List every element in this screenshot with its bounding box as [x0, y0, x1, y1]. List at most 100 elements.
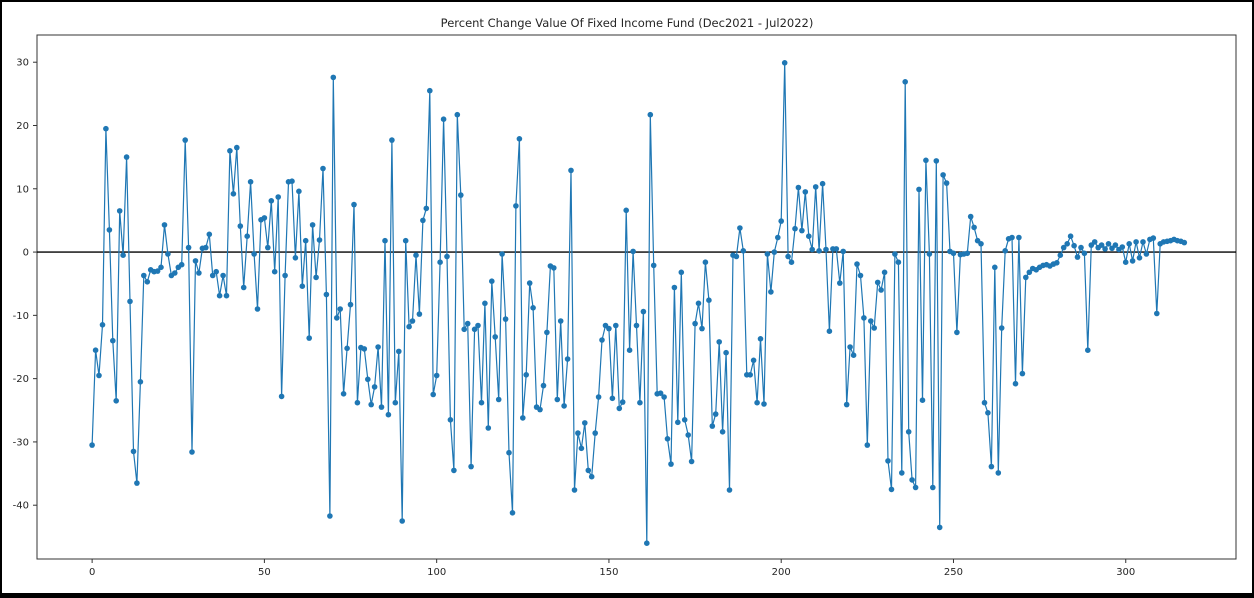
data-point: [985, 410, 991, 416]
data-point: [692, 320, 698, 327]
data-point: [420, 217, 426, 224]
data-point: [833, 246, 840, 252]
data-point: [1181, 239, 1188, 246]
data-point: [630, 248, 636, 255]
data-point: [334, 315, 340, 321]
data-point: [244, 233, 250, 239]
data-point: [843, 401, 850, 408]
data-point: [723, 349, 729, 356]
data-point: [271, 268, 278, 275]
data-point: [451, 467, 457, 474]
y-tick-label: 10: [16, 184, 29, 195]
data-point: [1133, 239, 1139, 245]
y-tick-label: 30: [16, 58, 29, 69]
data-point: [96, 372, 102, 379]
data-point: [240, 284, 247, 291]
data-point: [685, 432, 691, 438]
data-point: [619, 399, 626, 405]
data-point: [905, 429, 912, 435]
data-point: [578, 445, 585, 452]
data-point: [881, 269, 888, 276]
data-point: [113, 398, 119, 404]
x-tick-label: 250: [944, 567, 963, 578]
data-point: [613, 322, 619, 329]
data-point: [778, 218, 784, 224]
data-point: [247, 179, 254, 185]
data-point: [192, 258, 199, 264]
data-point: [161, 222, 168, 228]
data-point: [702, 259, 709, 266]
data-point: [416, 311, 423, 317]
data-point: [489, 278, 495, 285]
data-point: [633, 322, 640, 329]
data-point: [516, 136, 523, 142]
data-point: [299, 283, 306, 290]
data-point: [909, 477, 915, 483]
data-point: [478, 399, 485, 406]
data-point: [1067, 233, 1074, 239]
data-point: [747, 372, 753, 378]
data-point: [427, 87, 433, 94]
data-point: [861, 315, 867, 321]
data-point: [971, 224, 977, 231]
data-point: [123, 154, 130, 160]
data-point: [296, 188, 302, 195]
data-point: [816, 248, 822, 254]
data-point: [775, 234, 781, 241]
data-point: [178, 261, 185, 268]
data-point: [1060, 244, 1067, 251]
data-point: [1019, 370, 1026, 377]
data-point: [1057, 252, 1064, 258]
data-point: [471, 326, 478, 333]
data-point: [788, 259, 795, 266]
data-point: [916, 186, 922, 193]
data-line: [91, 62, 1185, 544]
data-point: [189, 449, 195, 455]
data-point: [251, 251, 257, 257]
data-point: [874, 279, 881, 286]
data-point: [575, 430, 581, 436]
data-point: [375, 344, 381, 350]
data-point: [588, 473, 595, 480]
data-point: [657, 390, 664, 397]
y-tick-label: 0: [23, 248, 29, 259]
data-point: [213, 268, 219, 275]
data-point: [595, 394, 602, 400]
data-point: [992, 264, 998, 271]
data-point: [1119, 244, 1126, 250]
data-point: [757, 336, 764, 342]
data-point: [823, 246, 829, 253]
data-point: [661, 394, 667, 400]
data-point: [871, 325, 877, 331]
data-point: [819, 180, 826, 187]
data-point: [768, 289, 774, 295]
data-point: [320, 165, 326, 172]
data-point: [1012, 380, 1019, 387]
data-point: [495, 396, 502, 403]
data-point: [1098, 242, 1105, 248]
data-point: [616, 405, 623, 412]
data-point: [806, 233, 812, 239]
data-point: [561, 403, 567, 409]
data-point: [154, 268, 161, 274]
data-point: [437, 259, 443, 266]
data-point: [840, 248, 846, 255]
data-point: [592, 430, 598, 436]
data-point: [141, 272, 147, 279]
data-point: [626, 347, 633, 354]
data-point: [137, 379, 144, 385]
data-point: [988, 463, 995, 470]
data-point: [809, 246, 815, 253]
data-point: [464, 320, 471, 327]
data-point: [1122, 259, 1129, 266]
data-point: [506, 449, 512, 456]
plot-frame: [36, 34, 1237, 560]
data-point: [1136, 255, 1143, 261]
data-point: [1140, 239, 1146, 245]
data-point: [668, 461, 674, 467]
data-point: [1023, 274, 1029, 281]
data-point: [103, 125, 109, 132]
data-point: [485, 425, 492, 431]
y-tick-label: -10: [13, 311, 29, 322]
data-point: [933, 158, 940, 164]
